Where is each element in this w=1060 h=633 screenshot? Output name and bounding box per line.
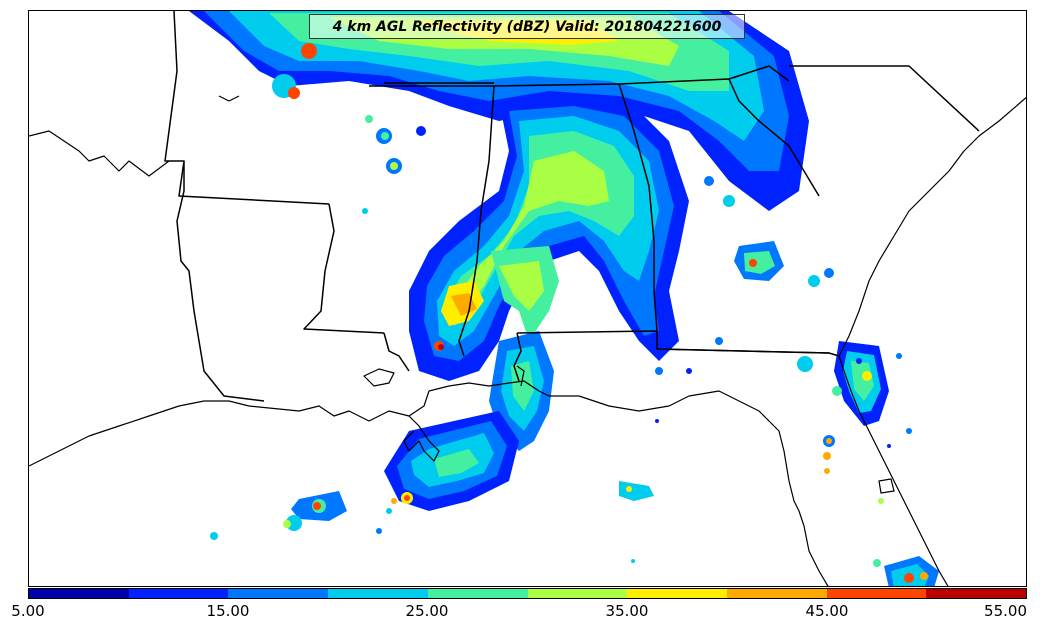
mobile-bay bbox=[516, 365, 525, 387]
coastline-west-edge bbox=[29, 130, 170, 177]
colorbar-tick-label: 55.00 bbox=[984, 602, 1027, 620]
coastline bbox=[29, 95, 1026, 586]
storm-band-north bbox=[189, 11, 809, 211]
colorbar-segment bbox=[427, 589, 528, 598]
colorbar-segment bbox=[328, 589, 428, 598]
colorbar-segment bbox=[128, 589, 229, 598]
state-border-la-ms bbox=[303, 203, 385, 334]
state-border-ms-east bbox=[369, 85, 495, 357]
colorbar-tick-label: 35.00 bbox=[605, 602, 649, 620]
river-mississippi bbox=[218, 95, 240, 102]
colorbar-tick-label: 15.00 bbox=[206, 602, 250, 620]
lake-okeechobee bbox=[878, 478, 895, 494]
map-title-text: 4 km AGL Reflectivity (dBZ) Valid: 20180… bbox=[332, 18, 722, 35]
colorbar-segment bbox=[527, 589, 628, 598]
map-title: 4 km AGL Reflectivity (dBZ) Valid: 20180… bbox=[309, 14, 745, 39]
colorbar-tick-label: 5.00 bbox=[11, 602, 45, 620]
scattered-cells bbox=[362, 115, 912, 563]
state-border-ar-la bbox=[164, 11, 330, 205]
reflectivity-field bbox=[189, 11, 939, 586]
colorbar-segment bbox=[726, 589, 827, 598]
storm-clusters-gulf bbox=[210, 331, 654, 540]
state-border-ms-al bbox=[383, 332, 410, 372]
colorbar-tick-label: 25.00 bbox=[405, 602, 449, 620]
state-border-sc-nc bbox=[789, 65, 980, 132]
storm-clusters-east bbox=[704, 176, 939, 586]
state-border-ga-fl bbox=[656, 348, 840, 357]
colorbar-segment bbox=[228, 589, 329, 598]
storm-band-central bbox=[409, 96, 689, 381]
lake-pontchartrain bbox=[363, 368, 395, 387]
colorbar-segment bbox=[926, 589, 1027, 598]
coastline-atlantic bbox=[838, 96, 1026, 357]
coastline-delta bbox=[403, 415, 440, 462]
basemap bbox=[164, 11, 980, 402]
state-border-ms-river bbox=[176, 161, 265, 402]
reflectivity-map bbox=[29, 11, 1026, 586]
state-border-ga-nc bbox=[728, 65, 790, 82]
coastline-ms-al bbox=[428, 380, 550, 397]
colorbar-segment bbox=[29, 589, 129, 598]
coastline-florida-panhandle bbox=[549, 390, 829, 586]
colorbar bbox=[28, 588, 1027, 599]
map-panel bbox=[28, 10, 1027, 587]
state-border-al-ms-coast bbox=[513, 332, 522, 382]
colorbar-segment bbox=[826, 589, 927, 598]
coastline-texas-louisiana bbox=[29, 390, 430, 467]
colorbar-segment bbox=[627, 589, 727, 598]
colorbar-tick-label: 45.00 bbox=[805, 602, 849, 620]
coastline-florida-east bbox=[838, 355, 949, 586]
